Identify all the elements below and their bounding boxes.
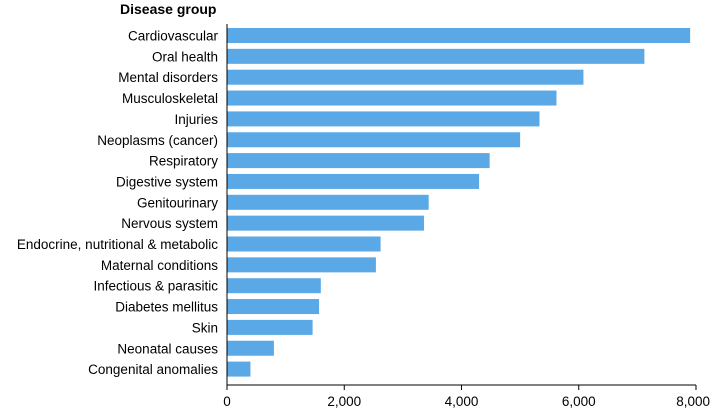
x-axis-ticks: 0 2,000 4,000 6,000 8,000 <box>223 385 710 409</box>
category-label: Skin <box>192 320 218 335</box>
bar <box>227 111 540 127</box>
y-axis-title: Disease group <box>120 1 216 17</box>
category-label: Neoplasms (cancer) <box>97 133 218 148</box>
bar <box>227 361 251 377</box>
category-label: Diabetes mellitus <box>115 300 218 315</box>
bar <box>227 69 584 85</box>
bar <box>227 132 521 148</box>
category-label: Musculoskeletal <box>122 91 218 106</box>
bar <box>227 299 320 315</box>
x-tick-label: 0 <box>223 394 231 409</box>
bar <box>227 153 490 169</box>
category-label: Mental disorders <box>118 70 218 85</box>
bar <box>227 173 480 189</box>
bar <box>227 194 429 210</box>
bar <box>227 319 313 335</box>
bar <box>227 236 381 252</box>
category-label: Oral health <box>152 49 218 64</box>
category-label: Congenital anomalies <box>88 362 218 377</box>
category-labels: Cardiovascular Oral health Mental disorder… <box>17 29 219 378</box>
category-label: Neonatal causes <box>117 341 218 356</box>
category-label: Cardiovascular <box>128 29 219 44</box>
x-tick-label: 6,000 <box>562 394 596 409</box>
bar <box>227 48 645 64</box>
x-tick-label: 4,000 <box>445 394 479 409</box>
category-label: Endocrine, nutritional & metabolic <box>17 237 218 252</box>
bar <box>227 28 691 43</box>
category-label: Injuries <box>174 112 218 127</box>
bar <box>227 278 321 294</box>
bar <box>227 215 424 231</box>
bars-group <box>227 28 691 377</box>
x-tick-label: 2,000 <box>327 394 361 409</box>
bar <box>227 90 557 106</box>
category-label: Genitourinary <box>137 195 218 210</box>
x-tick-label: 8,000 <box>676 394 710 409</box>
bar <box>227 340 274 356</box>
category-label: Nervous system <box>121 216 218 231</box>
category-label: Respiratory <box>149 154 218 169</box>
category-label: Infectious & parasitic <box>93 279 218 294</box>
bar <box>227 257 376 273</box>
category-label: Digestive system <box>116 174 218 189</box>
category-label: Maternal conditions <box>101 258 218 273</box>
